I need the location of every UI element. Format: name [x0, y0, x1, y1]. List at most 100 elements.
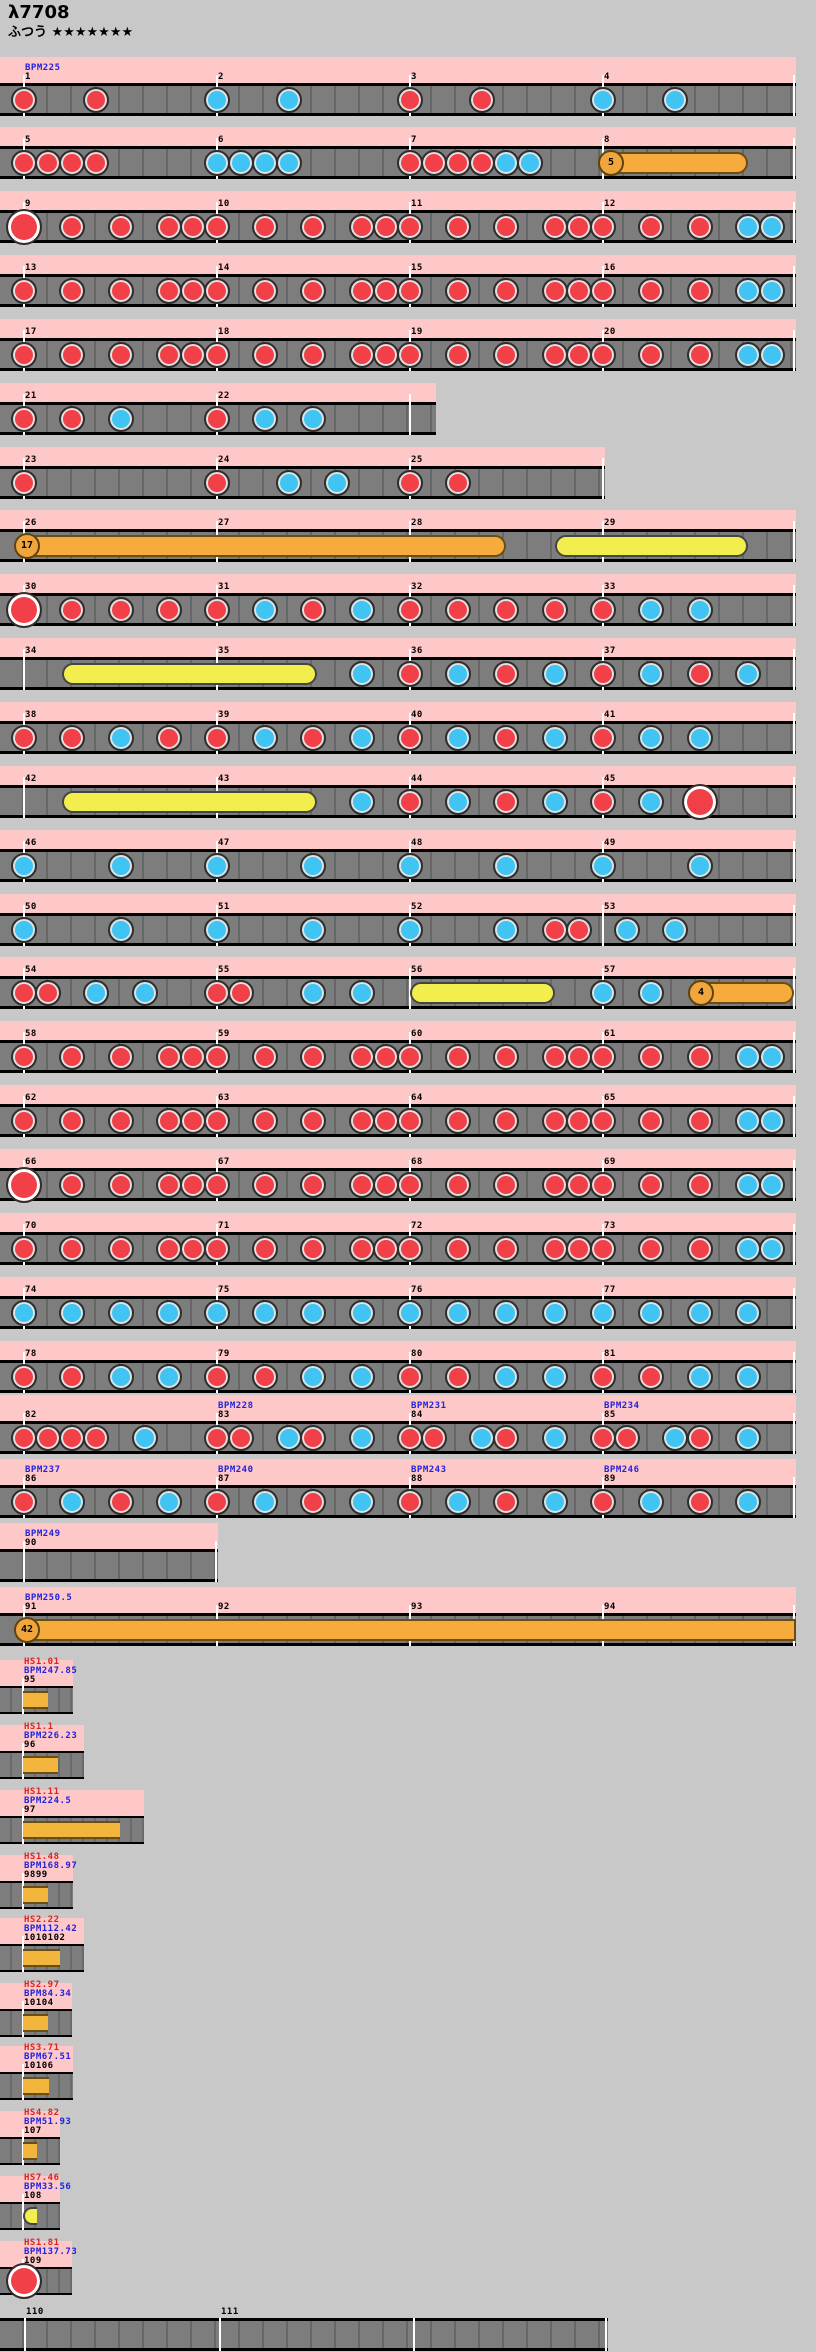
- don-note: [300, 596, 326, 623]
- don-note: [11, 1043, 37, 1070]
- don-note: [108, 596, 134, 623]
- ka-note: [662, 86, 688, 113]
- don-note: [252, 1107, 278, 1134]
- don-note: [252, 277, 278, 304]
- note-lane: [0, 1549, 218, 1582]
- ka-note: [252, 405, 278, 432]
- bpm-label: BPM228: [218, 1401, 254, 1411]
- measure-number: 87: [218, 1474, 230, 1484]
- ka-note: [735, 1235, 761, 1262]
- don-note: [11, 979, 37, 1006]
- drumroll-bar: [23, 1691, 48, 1709]
- ka-note: [493, 852, 519, 879]
- gogo-header: [0, 1341, 796, 1360]
- ka-note: [638, 979, 664, 1006]
- drumroll-bar: [23, 2014, 48, 2032]
- don-note: [493, 596, 519, 623]
- ka-note: [662, 916, 688, 943]
- don-note: [397, 1424, 423, 1451]
- don-note: [204, 1043, 230, 1070]
- ka-note: [300, 405, 326, 432]
- measure-line: [793, 138, 795, 179]
- don-note: [397, 1235, 423, 1262]
- don-note: [349, 1043, 375, 1070]
- measure-number: 36: [411, 646, 423, 656]
- measure-number: 80: [411, 1349, 423, 1359]
- don-note: [493, 1235, 519, 1262]
- measure-number: 64: [411, 1093, 423, 1103]
- don-note: [83, 1424, 109, 1451]
- drumroll-bar: [62, 662, 317, 685]
- ka-note: [276, 149, 302, 176]
- don-note: [204, 469, 230, 496]
- don-note: [252, 1171, 278, 1198]
- hs-label: HS1.11: [24, 1787, 60, 1797]
- gogo-header: [0, 2046, 73, 2072]
- measure-line: [793, 266, 795, 307]
- ka-note: [759, 1235, 785, 1262]
- ka-note: [397, 852, 423, 879]
- gogo-header: [0, 574, 796, 593]
- hs-label: HS2.22: [24, 1915, 60, 1925]
- measure-line: [793, 1288, 795, 1329]
- don-note: [493, 660, 519, 687]
- don-note: [349, 213, 375, 240]
- measure-number: 27: [218, 518, 230, 528]
- don-note: [204, 1171, 230, 1198]
- measure-number: 35: [218, 646, 230, 656]
- ka-note: [735, 1043, 761, 1070]
- don-note: [687, 1043, 713, 1070]
- don-note: [180, 277, 206, 304]
- gogo-header: [0, 255, 796, 274]
- measure-number: 97: [24, 1805, 36, 1815]
- measure-number: 84: [411, 1410, 423, 1420]
- balloon-bar: [16, 534, 506, 557]
- don-note: [59, 149, 85, 176]
- don-note: [493, 341, 519, 368]
- don-note: [204, 1424, 230, 1451]
- measure-number: 92: [218, 1602, 230, 1612]
- ka-note: [276, 86, 302, 113]
- don-note: [11, 469, 37, 496]
- gogo-header: [0, 957, 796, 976]
- note-lane: [0, 849, 796, 882]
- ka-note: [132, 1424, 158, 1451]
- ka-note: [759, 277, 785, 304]
- ka-note: [108, 1299, 134, 1326]
- bpm-label: BPM67.51: [24, 2052, 72, 2062]
- don-note: [687, 1107, 713, 1134]
- don-note: [373, 1107, 399, 1134]
- don-note: [59, 341, 85, 368]
- don-note: [397, 660, 423, 687]
- balloon-head: 17: [14, 532, 40, 559]
- don-note: [638, 1363, 664, 1390]
- don-note: [204, 724, 230, 751]
- don-note: [566, 1043, 592, 1070]
- measure-number: 40: [411, 710, 423, 720]
- measure-number: 51: [218, 902, 230, 912]
- measure-number: 62: [25, 1093, 37, 1103]
- measure-line: [793, 1224, 795, 1265]
- gogo-header: [0, 830, 796, 849]
- don-note: [35, 149, 61, 176]
- don-note: [180, 1043, 206, 1070]
- gogo-header: [0, 1085, 796, 1104]
- measure-number: 25: [411, 455, 423, 465]
- measure-number: 10104: [24, 1998, 54, 2008]
- don-note: [687, 660, 713, 687]
- measure-number: 11: [411, 199, 423, 209]
- measure-line: [793, 713, 795, 754]
- measure-line: [793, 649, 795, 690]
- ka-note: [204, 86, 230, 113]
- don-note: [397, 596, 423, 623]
- drumroll-bar: [23, 1886, 48, 1904]
- don-note: [156, 1235, 182, 1262]
- don-note: [156, 1043, 182, 1070]
- bpm-label: BPM249: [25, 1529, 61, 1539]
- don-note: [542, 213, 568, 240]
- measure-line: [793, 1413, 795, 1454]
- measure-number: 54: [25, 965, 37, 975]
- bpm-label: BPM137.73: [24, 2247, 78, 2257]
- don-note: [35, 979, 61, 1006]
- gogo-header: [0, 1523, 218, 1549]
